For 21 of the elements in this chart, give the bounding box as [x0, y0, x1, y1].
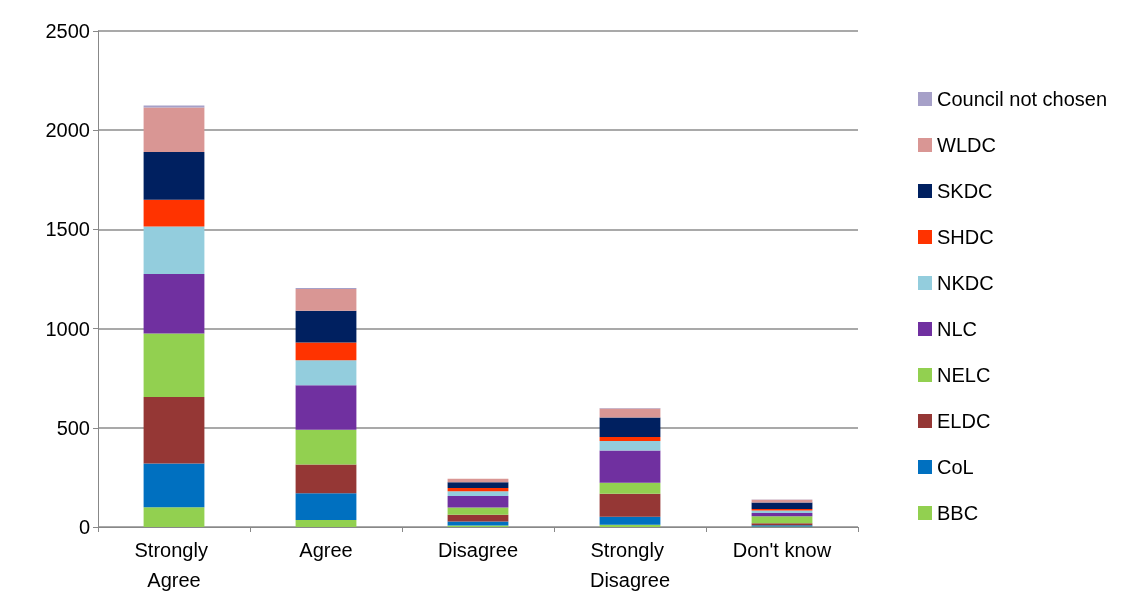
- legend-label: WLDC: [937, 134, 996, 156]
- legend-label: Council not chosen: [937, 88, 1108, 110]
- legend-label: NKDC: [937, 272, 994, 294]
- legend-label: BBC: [937, 502, 979, 524]
- x-tick-label: Disagree: [437, 539, 519, 561]
- legend-label: NELC: [937, 364, 991, 386]
- y-tick-label: 500: [56, 416, 90, 439]
- legend-label: NLC: [937, 318, 978, 340]
- legend-label: SKDC: [937, 180, 993, 202]
- x-tick-label: Agree: [299, 539, 353, 561]
- legend-label: ELDC: [937, 410, 991, 432]
- y-tick-label: 2000: [45, 119, 90, 142]
- legend-label: CoL: [937, 456, 974, 478]
- y-tick-label: 1500: [45, 218, 90, 241]
- y-tick-label: 2500: [45, 20, 90, 42]
- legend-label: SHDC: [937, 226, 994, 248]
- y-tick-label: 0: [78, 516, 90, 538]
- x-tick-label: Don't know: [732, 539, 832, 561]
- x-tick-label: Strongly Disagree: [589, 539, 671, 591]
- y-tick-label: 1000: [45, 317, 90, 340]
- x-tick-label: Strongly Agree: [134, 539, 214, 591]
